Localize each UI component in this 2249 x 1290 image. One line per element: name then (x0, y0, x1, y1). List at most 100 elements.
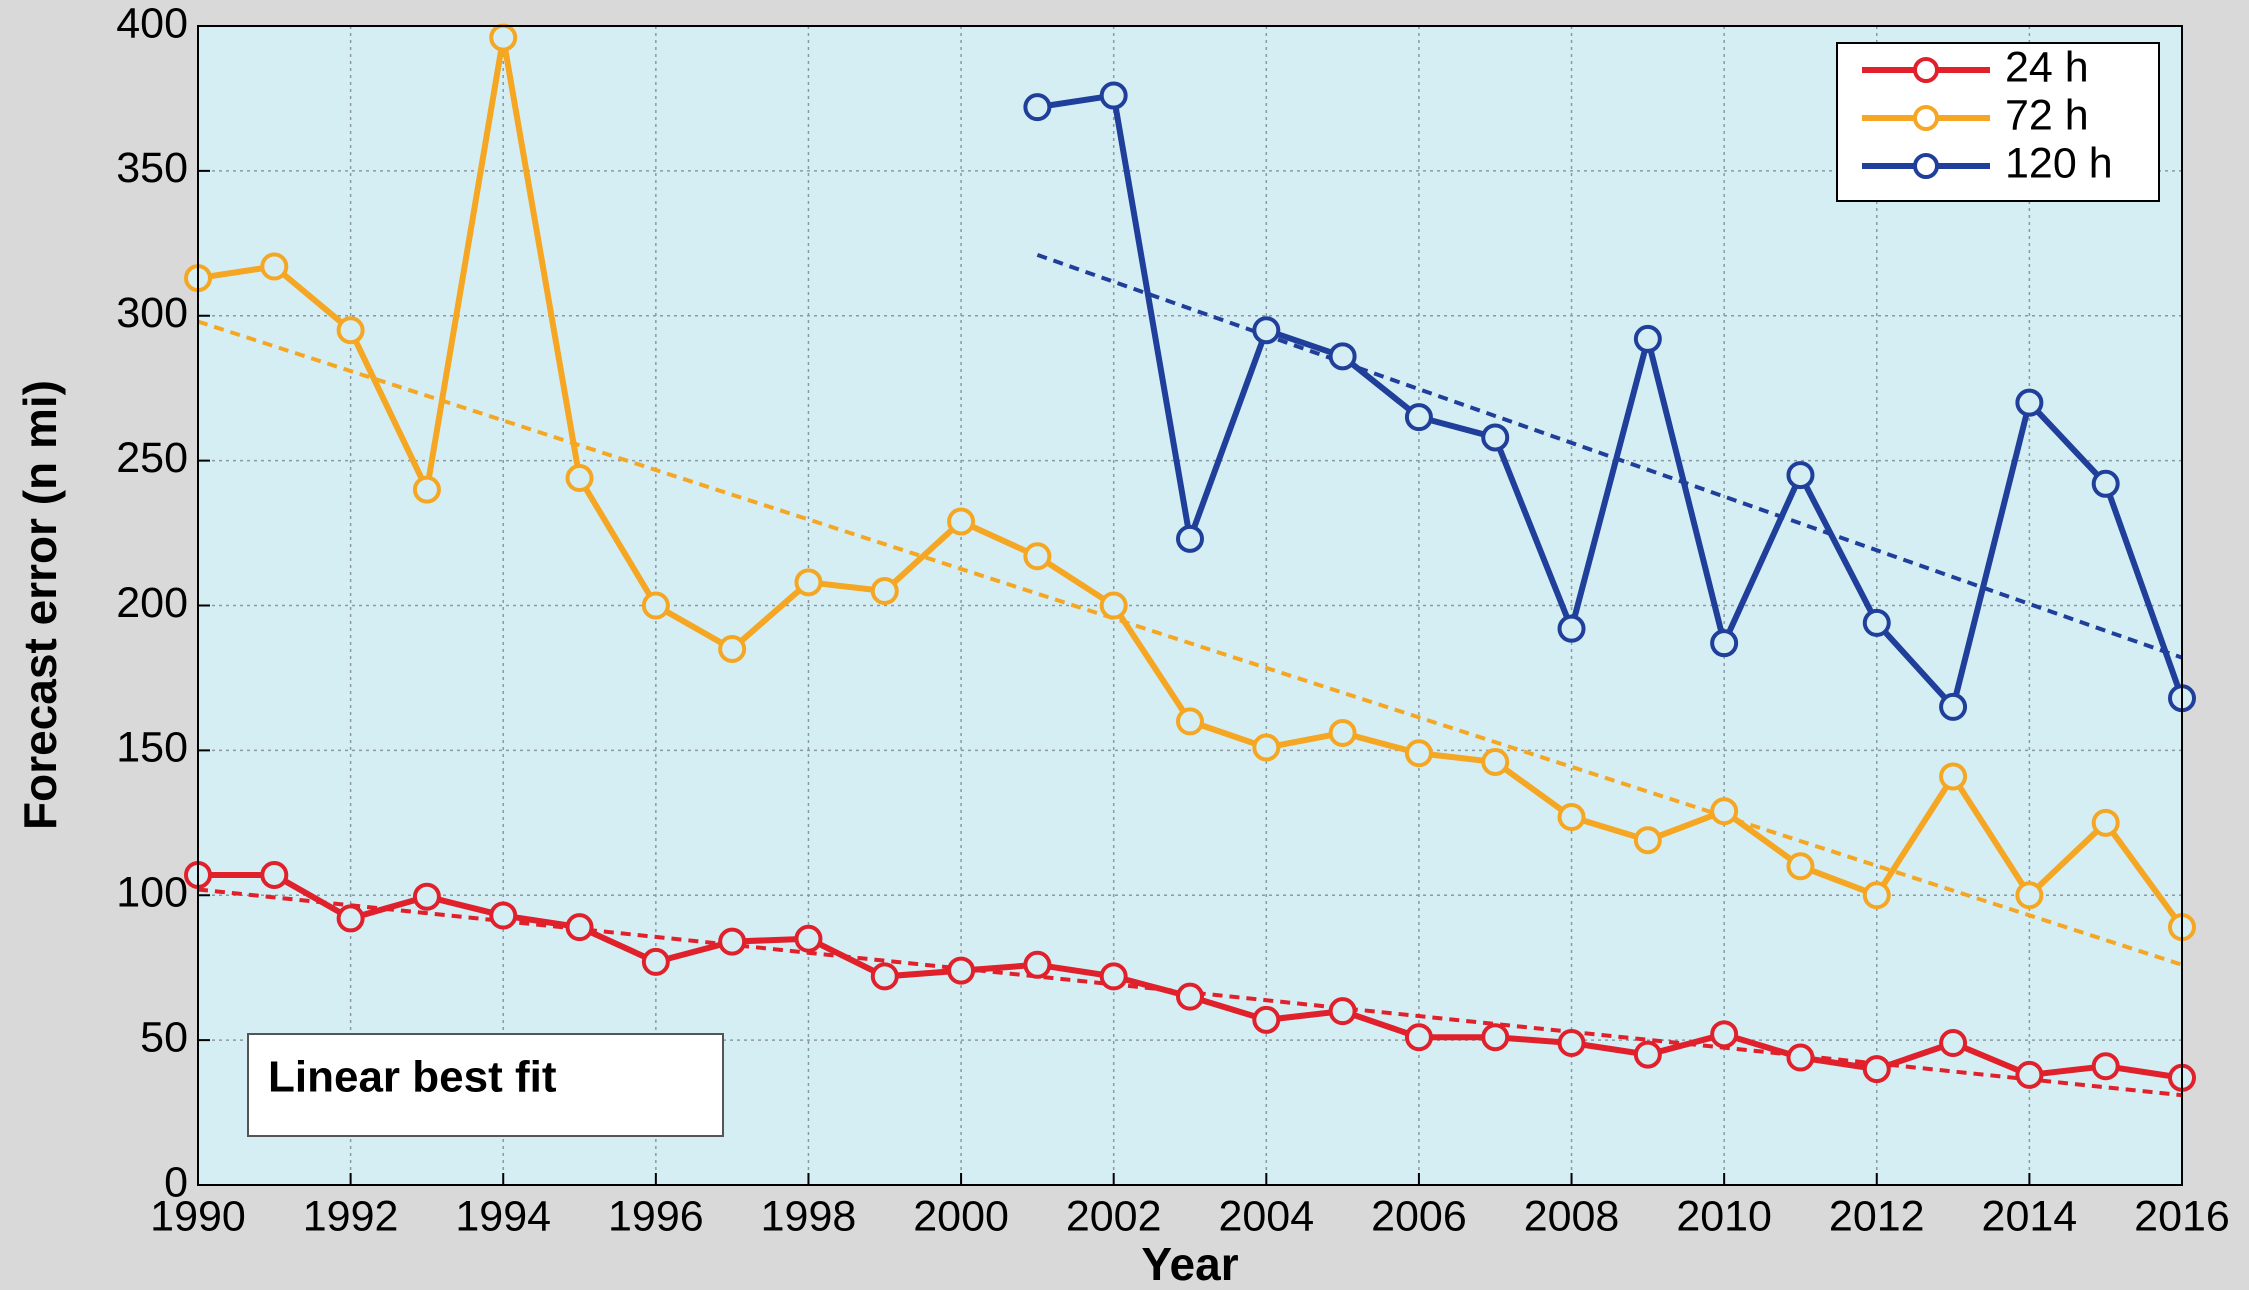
marker (1328, 718, 1357, 747)
x-tick-label: 2014 (1982, 1192, 2078, 1240)
legend-marker (1913, 105, 1939, 131)
marker (2091, 808, 2120, 837)
marker (1939, 692, 1968, 721)
marker (1557, 614, 1586, 643)
legend-marker (1913, 153, 1939, 179)
series-line (1036, 92, 2185, 710)
marker (870, 962, 899, 991)
y-tick-label: 100 (116, 869, 188, 917)
marker (1862, 881, 1891, 910)
marker (947, 507, 976, 536)
marker (1023, 950, 1052, 979)
marker (565, 913, 594, 942)
annotation-box (247, 1033, 724, 1137)
legend-label: 24 h (2005, 43, 2089, 91)
trendline (197, 887, 2183, 1098)
marker (1557, 803, 1586, 832)
marker (1404, 403, 1433, 432)
marker (1786, 1043, 1815, 1072)
marker (1481, 423, 1510, 452)
plot-frame (197, 25, 2183, 1186)
marker (336, 904, 365, 933)
marker (1176, 982, 1204, 1011)
marker (1328, 342, 1357, 371)
marker (1252, 316, 1281, 345)
trendlines (197, 253, 2183, 1098)
x-axis-label: Year (1141, 1238, 1238, 1290)
y-tick-label: 300 (116, 289, 188, 337)
marker (1481, 747, 1510, 776)
x-tick-label: 2006 (1371, 1192, 1467, 1240)
y-tick-label: 350 (116, 144, 188, 192)
trendline (197, 319, 2183, 967)
annotation: Linear best fit (268, 1053, 557, 1102)
x-tick-label: 1994 (455, 1192, 551, 1240)
marker (2015, 881, 2044, 910)
marker (260, 252, 289, 281)
marker (1862, 608, 1891, 637)
marker (489, 23, 518, 52)
x-tick-label: 2004 (1218, 1192, 1314, 1240)
x-tick-label: 2010 (1676, 1192, 1772, 1240)
marker (565, 464, 594, 493)
marker (2015, 1060, 2044, 1089)
marker (641, 591, 670, 620)
y-tick-label: 0 (164, 1158, 188, 1206)
x-tick-label: 2000 (913, 1192, 1009, 1240)
marker (718, 927, 747, 956)
marker (1328, 997, 1357, 1026)
marker (489, 901, 518, 930)
marker (1252, 733, 1281, 762)
marker (1786, 461, 1815, 490)
marker (1786, 852, 1815, 881)
marker (1099, 591, 1128, 620)
y-tick-label: 150 (116, 724, 188, 772)
marker (947, 956, 976, 985)
y-axis-label: Forecast error (n mi) (14, 380, 66, 830)
marker (1939, 762, 1968, 791)
marker (870, 577, 899, 606)
x-tick-label: 2002 (1066, 1192, 1162, 1240)
legend-label: 120 h (2005, 139, 2113, 187)
marker (641, 947, 670, 976)
marker (1099, 962, 1128, 991)
x-tick-label: 1996 (608, 1192, 704, 1240)
x-tick-label: 1992 (303, 1192, 399, 1240)
x-tick-label: 1998 (761, 1192, 857, 1240)
marker (1176, 524, 1204, 553)
marker (2015, 388, 2044, 417)
marker (1252, 1005, 1281, 1034)
marker (718, 634, 747, 663)
marker (260, 860, 289, 889)
marker (1023, 93, 1052, 122)
x-tick-label: 2008 (1524, 1192, 1620, 1240)
marker (1862, 1055, 1891, 1084)
marker (1404, 739, 1433, 768)
marker (1557, 1029, 1586, 1058)
y-tick-label: 200 (116, 579, 188, 627)
legend-marker (1913, 57, 1939, 83)
marker (1633, 324, 1662, 353)
marker (1710, 629, 1739, 658)
series (184, 23, 2196, 1092)
marker (1710, 797, 1739, 826)
marker (794, 568, 823, 597)
marker (1710, 1020, 1739, 1049)
marker (1481, 1023, 1510, 1052)
y-tick-label: 50 (140, 1013, 188, 1061)
trendline (1036, 253, 2183, 660)
marker (1023, 542, 1052, 571)
y-tick-label: 400 (116, 0, 188, 47)
x-tick-label: 1990 (150, 1192, 246, 1240)
marker (794, 924, 823, 953)
marker (1099, 81, 1128, 110)
marker (1939, 1029, 1968, 1058)
x-tick-label: 2016 (2134, 1192, 2230, 1240)
marker (336, 316, 365, 345)
marker (2091, 469, 2120, 498)
marker (2091, 1052, 2120, 1081)
marker (1633, 826, 1662, 855)
marker (1176, 707, 1204, 736)
